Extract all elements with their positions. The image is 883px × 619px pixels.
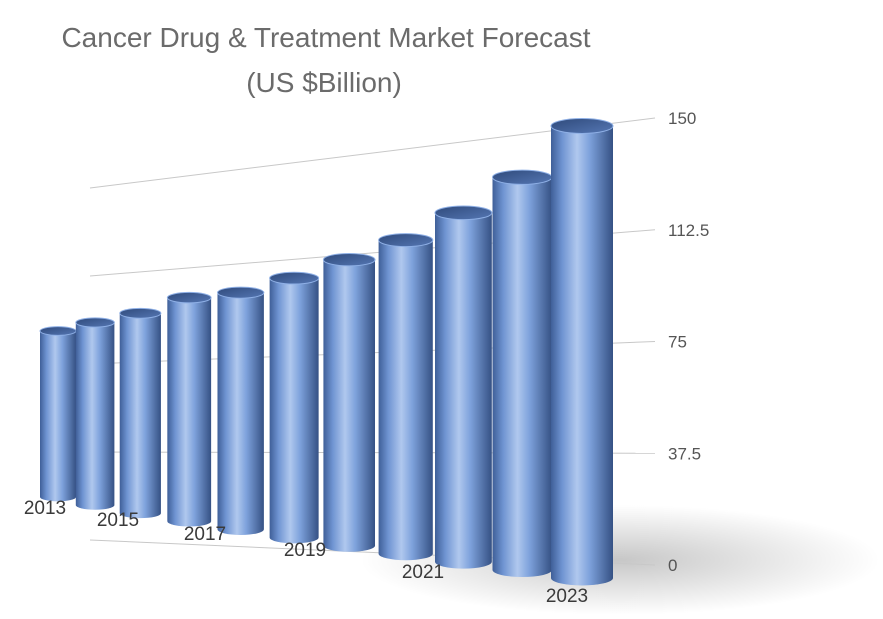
bar-body: [75, 322, 115, 510]
bar-2019: [322, 253, 376, 552]
bar-cap: [492, 169, 553, 185]
bar-cap: [39, 326, 77, 336]
x-axis-labels: 2013 2015 2017 2019 2021 2023: [24, 498, 588, 607]
bar-cap: [434, 205, 493, 221]
x-tick-label: 2023: [546, 586, 588, 607]
bar-2016: [166, 291, 212, 527]
bar-body: [323, 259, 376, 552]
bar-body: [269, 278, 319, 544]
x-tick-label: 2015: [97, 510, 139, 531]
bar-2013: [39, 326, 77, 502]
y-tick-label: 150: [668, 109, 696, 128]
bar-body: [119, 313, 161, 519]
x-tick-label: 2013: [24, 498, 66, 519]
x-tick-label: 2019: [284, 540, 326, 561]
bar-2021: [434, 205, 493, 569]
bar-body: [551, 126, 613, 586]
bar-cap: [322, 253, 376, 267]
y-axis-ticks: 0 37.5 75 112.5 150: [668, 109, 709, 575]
bar-body: [435, 212, 492, 569]
x-tick-label: 2021: [402, 562, 444, 583]
bars: [39, 118, 614, 586]
y-tick-label: 112.5: [668, 221, 709, 240]
bar-2022: [492, 169, 553, 578]
bar-body: [217, 292, 264, 535]
bar-cap: [269, 271, 320, 285]
bar-2014: [75, 317, 115, 510]
bar-cap: [166, 291, 212, 304]
bar-2015: [119, 307, 162, 519]
bar-2023: [550, 118, 614, 586]
bar-cap: [75, 317, 115, 328]
x-tick-label: 2017: [184, 524, 226, 545]
bar-cap: [378, 233, 434, 248]
bar-body: [40, 331, 76, 502]
y-tick-label: 75: [668, 333, 687, 352]
bar-body: [378, 240, 433, 561]
bar-cap: [550, 118, 614, 134]
bar-2018: [269, 271, 320, 544]
chart-subtitle: (US $Billion): [246, 67, 402, 98]
bar-body: [167, 297, 212, 527]
bar-cap: [216, 286, 265, 299]
chart-title: Cancer Drug & Treatment Market Forecast: [61, 22, 590, 53]
bar-body: [492, 177, 552, 578]
bar-cap: [119, 307, 162, 319]
bar-2020: [378, 233, 434, 561]
y-tick-label: 0: [668, 556, 677, 575]
y-tick-label: 37.5: [668, 444, 701, 463]
bar-2017: [216, 286, 265, 535]
